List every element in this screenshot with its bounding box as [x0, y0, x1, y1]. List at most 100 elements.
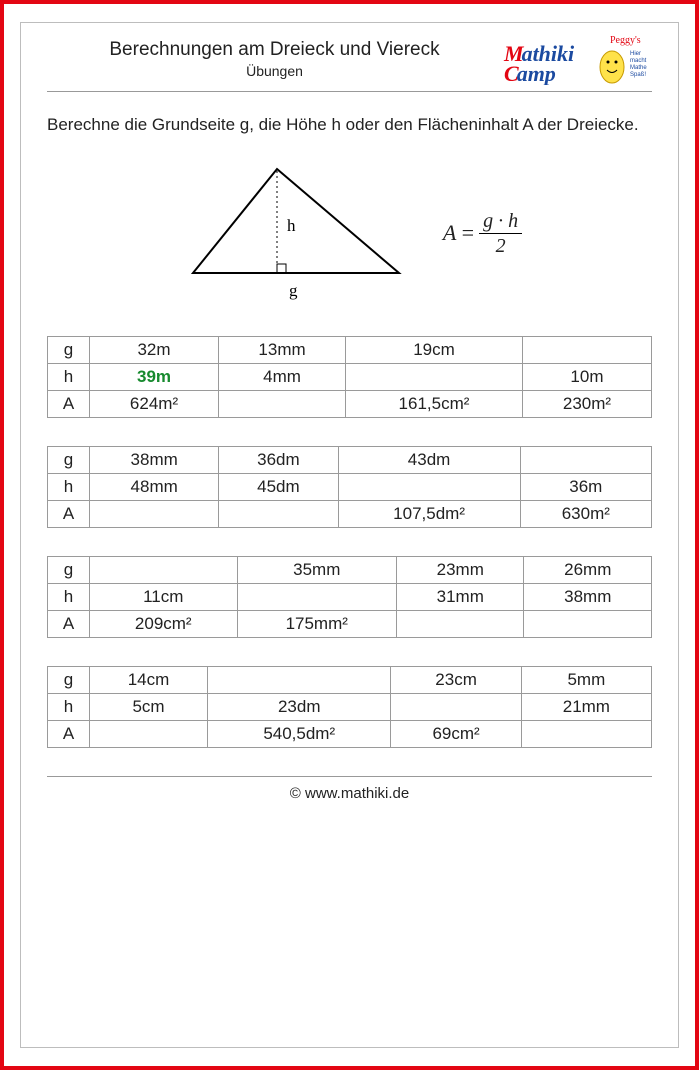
table-row: A624m² 161,5cm²230m²	[48, 390, 652, 417]
data-cell: 45dm	[219, 473, 338, 500]
data-cell	[522, 336, 651, 363]
data-cell: 540,5dm²	[208, 720, 391, 747]
worksheet-sheet: Berechnungen am Dreieck und Viereck Übun…	[20, 22, 679, 1048]
triangle-diagram: h g	[177, 161, 407, 306]
table-row: h5cm23dm 21mm	[48, 693, 652, 720]
brand-logo: Peggy's Mathiki Camp Hier macht Mathe Sp…	[502, 33, 652, 85]
data-cell: 31mm	[397, 583, 524, 610]
data-cell: 69cm²	[391, 720, 521, 747]
data-table-3: g35mm23mm26mmh11cm31mm38mmA209cm²175mm²	[47, 556, 652, 638]
row-label: A	[48, 390, 90, 417]
data-cell: 43dm	[338, 446, 520, 473]
table-row: h39m4mm 10m	[48, 363, 652, 390]
table-row: g32m13mm19cm	[48, 336, 652, 363]
copyright-symbol: ©	[290, 785, 301, 802]
data-cell	[90, 500, 219, 527]
data-cell: 26mm	[524, 556, 652, 583]
table-row: A209cm²175mm²	[48, 610, 652, 637]
row-label: A	[48, 720, 90, 747]
formula-denominator: 2	[496, 234, 506, 256]
row-label: g	[48, 446, 90, 473]
data-cell	[346, 363, 523, 390]
svg-text:Spaß!: Spaß!	[630, 72, 646, 78]
data-cell	[208, 666, 391, 693]
page-subtitle: Übungen	[47, 63, 502, 79]
row-label: g	[48, 666, 90, 693]
data-cell: 175mm²	[237, 610, 397, 637]
data-cell: 36m	[520, 473, 651, 500]
data-cell: 5mm	[521, 666, 651, 693]
diagram-row: h g A = g · h 2	[47, 161, 652, 306]
data-cell: 630m²	[520, 500, 651, 527]
row-label: A	[48, 500, 90, 527]
data-cell: 38mm	[524, 583, 652, 610]
data-cell	[338, 473, 520, 500]
table-row: g14cm23cm5mm	[48, 666, 652, 693]
data-cell: 23mm	[397, 556, 524, 583]
data-cell: 23dm	[208, 693, 391, 720]
data-cell: 39m	[90, 363, 219, 390]
data-cell: 48mm	[90, 473, 219, 500]
instruction-text: Berechne die Grundseite g, die Höhe h od…	[47, 114, 652, 137]
svg-text:Hier: Hier	[630, 51, 641, 57]
data-cell: 5cm	[90, 693, 208, 720]
data-cell: 11cm	[90, 583, 238, 610]
formula-lhs: A	[443, 220, 456, 246]
table-row: A 107,5dm²630m²	[48, 500, 652, 527]
footer: © www.mathiki.de	[47, 776, 652, 802]
data-cell: 13mm	[219, 336, 346, 363]
data-cell: 14cm	[90, 666, 208, 693]
table-row: g38mm36dm43dm	[48, 446, 652, 473]
data-cell: 4mm	[219, 363, 346, 390]
data-cell: 624m²	[90, 390, 219, 417]
svg-text:Camp: Camp	[504, 61, 556, 85]
data-cell: 10m	[522, 363, 651, 390]
data-cell	[521, 720, 651, 747]
data-table-1: g32m13mm19cmh39m4mm10mA624m²161,5cm²230m…	[47, 336, 652, 418]
data-cell	[391, 693, 521, 720]
mathiki-camp-logo-icon: Peggy's Mathiki Camp Hier macht Mathe Sp…	[502, 33, 652, 85]
footer-site: www.mathiki.de	[305, 785, 409, 802]
row-label: h	[48, 473, 90, 500]
data-cell: 19cm	[346, 336, 523, 363]
row-label: g	[48, 336, 90, 363]
svg-text:macht: macht	[630, 58, 647, 64]
table-row: h11cm31mm38mm	[48, 583, 652, 610]
page-title: Berechnungen am Dreieck und Viereck	[47, 39, 502, 61]
row-label: g	[48, 556, 90, 583]
data-cell: 230m²	[522, 390, 651, 417]
logo-owner-text: Peggy's	[610, 35, 641, 46]
height-label: h	[287, 216, 296, 235]
tables-container: g32m13mm19cmh39m4mm10mA624m²161,5cm²230m…	[47, 336, 652, 748]
data-cell: 32m	[90, 336, 219, 363]
data-cell: 209cm²	[90, 610, 238, 637]
data-cell	[524, 610, 652, 637]
formula-fraction: g · h 2	[479, 211, 522, 256]
data-table-4: g14cm23cm5mmh5cm23dm 21mm A 540,5dm²69cm²	[47, 666, 652, 748]
outer-frame: Berechnungen am Dreieck und Viereck Übun…	[0, 0, 699, 1070]
data-cell	[397, 610, 524, 637]
row-label: h	[48, 363, 90, 390]
header: Berechnungen am Dreieck und Viereck Übun…	[47, 33, 652, 92]
data-cell	[90, 556, 238, 583]
data-cell: 107,5dm²	[338, 500, 520, 527]
data-cell: 38mm	[90, 446, 219, 473]
table-row: h48mm45dm 36m	[48, 473, 652, 500]
svg-text:Mathe: Mathe	[630, 65, 647, 71]
data-table-2: g38mm36dm43dmh48mm45dm36mA107,5dm²630m²	[47, 446, 652, 528]
data-cell: 161,5cm²	[346, 390, 523, 417]
row-label: A	[48, 610, 90, 637]
formula-equals: =	[460, 220, 475, 246]
title-block: Berechnungen am Dreieck und Viereck Übun…	[47, 33, 502, 79]
area-formula: A = g · h 2	[443, 211, 522, 256]
data-cell: 35mm	[237, 556, 397, 583]
data-cell: 21mm	[521, 693, 651, 720]
formula-numerator: g · h	[479, 211, 522, 234]
table-row: A 540,5dm²69cm²	[48, 720, 652, 747]
data-cell	[219, 390, 346, 417]
data-cell	[219, 500, 338, 527]
data-cell	[237, 583, 397, 610]
row-label: h	[48, 693, 90, 720]
data-cell: 36dm	[219, 446, 338, 473]
table-row: g 35mm23mm26mm	[48, 556, 652, 583]
